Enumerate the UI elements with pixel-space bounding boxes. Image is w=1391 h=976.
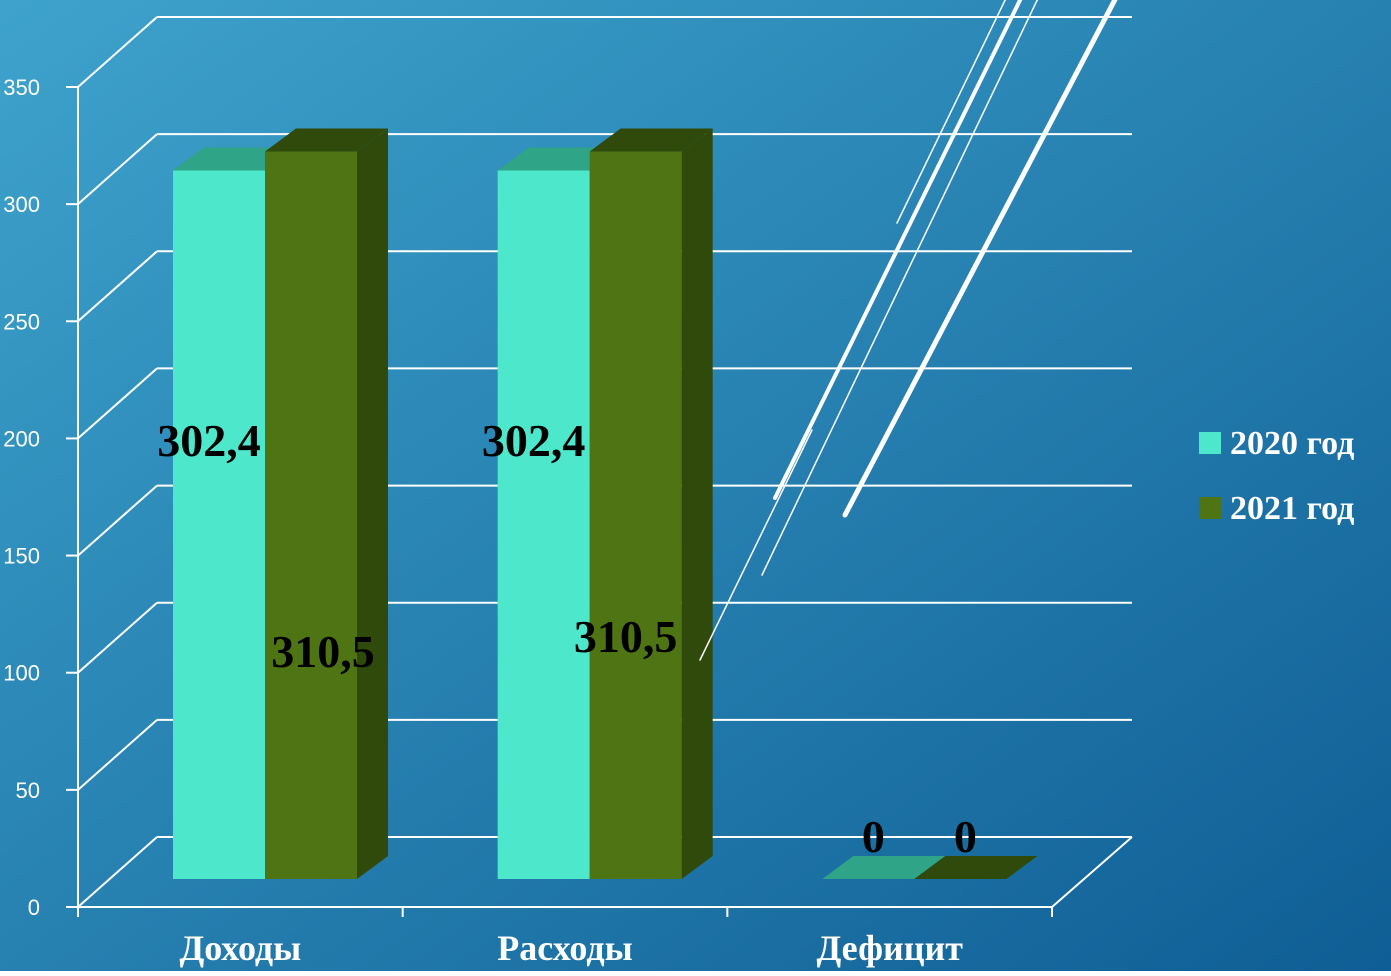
y-tick-label: 150 (3, 544, 40, 569)
data-label: 0 (862, 811, 885, 862)
gridline-side (77, 133, 158, 205)
y-tick-label: 200 (3, 426, 40, 451)
category-label: Дефицит (816, 928, 963, 968)
bar (589, 128, 713, 880)
decorative-lines (699, 0, 1118, 661)
floor-edge (1051, 836, 1133, 908)
labels-layer: 302,4 302,4 0 310,5 310,5 0 (157, 415, 977, 862)
bar-front (589, 151, 682, 880)
y-tick-label: 350 (3, 75, 40, 100)
y-tick-label: 300 (3, 192, 40, 217)
bar-side (681, 128, 713, 880)
bar-top (914, 856, 1038, 879)
bar-top (265, 128, 388, 152)
y-tick-label: 50 (16, 778, 40, 803)
bar (265, 128, 388, 880)
data-label: 310,5 (271, 626, 375, 677)
bar (822, 856, 946, 879)
data-label: 302,4 (157, 415, 261, 466)
data-label: 310,5 (574, 611, 678, 662)
gridline-side (77, 719, 158, 791)
bar (914, 856, 1038, 879)
bar-top (822, 856, 946, 879)
bar-front (497, 170, 590, 879)
bar-side (357, 128, 388, 880)
legend-swatch (1199, 432, 1221, 454)
category-label: Доходы (179, 928, 301, 968)
gridline-side (77, 367, 158, 440)
legend-label: 2020 год (1230, 425, 1354, 462)
y-tick-label: 0 (28, 895, 40, 920)
legend-swatch (1199, 497, 1221, 519)
gridline-side (77, 250, 158, 323)
category-label: Расходы (497, 928, 632, 968)
legend-label: 2021 год (1230, 490, 1354, 527)
bar-top (589, 128, 713, 152)
y-tick-label: 250 (3, 309, 40, 334)
gridline-side (77, 601, 158, 674)
data-label: 0 (954, 811, 977, 862)
bar-front (173, 170, 265, 879)
gridline-side (77, 836, 158, 908)
gridline-side (77, 16, 158, 88)
data-label: 302,4 (482, 415, 586, 466)
bars-layer (173, 128, 1038, 880)
bar-front (265, 151, 357, 880)
gridline-side (77, 484, 158, 557)
y-tick-label: 100 (3, 661, 40, 686)
legend: 2020 год 2021 год (1199, 425, 1354, 527)
